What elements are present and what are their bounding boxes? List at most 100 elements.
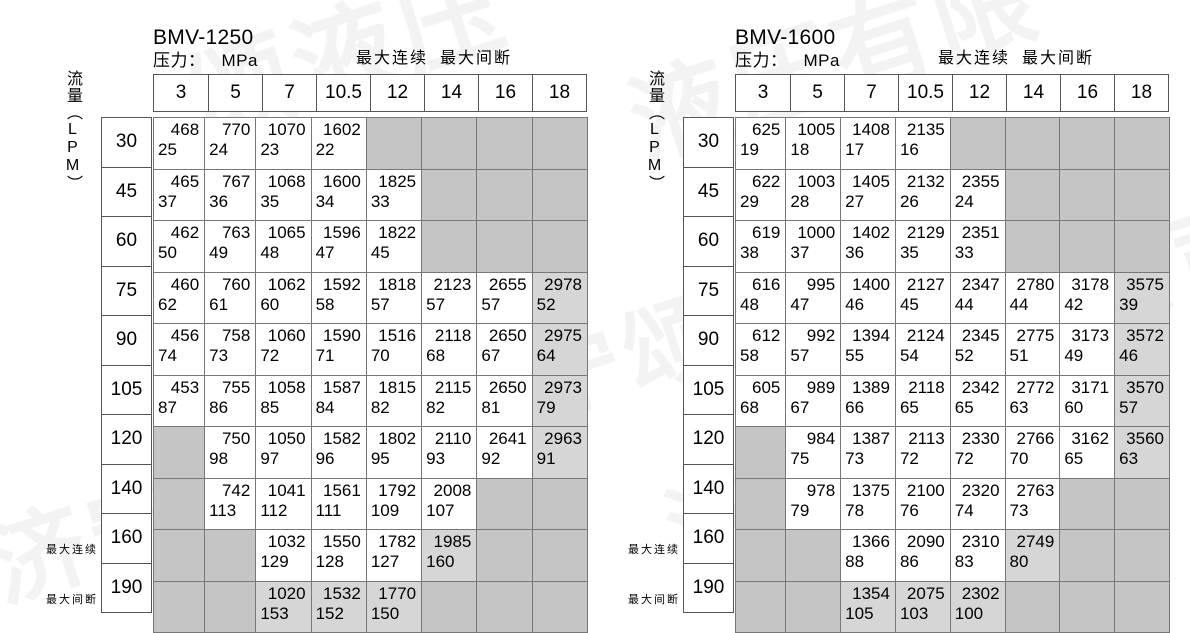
torque-value: 2100 [906,480,945,500]
torque-value: 3173 [1071,326,1110,345]
speed-value: 26 [899,191,919,211]
data-cell [734,426,787,479]
data-cell: 465 37 [152,168,206,221]
speed-value: 91 [536,449,556,468]
data-cell [421,580,478,633]
data-cell: 995 47 [785,271,842,324]
speed-value: 109 [370,500,400,520]
pressure-label-text: 压力： [153,50,206,70]
data-cell: 2655 57 [476,271,533,324]
flow-value-text: 90 [115,329,138,351]
torque-value: 989 [806,377,836,397]
speed-value: 68 [426,346,446,365]
pressure-column-header: 18 [532,74,587,112]
speed-value: 29 [740,191,759,211]
torque-value: 605 [751,377,781,397]
torque-value: 2302 [961,583,1000,603]
data-cell: 1062 60 [255,271,312,324]
data-cell [1004,117,1061,170]
spec-panel-bmv-1250: BMV-1250 压力： MPa 最大连续 最大间断 流量（LPM） 3 5 7 10.5 12 14… [28,0,589,633]
data-cell [421,117,478,170]
torque-value: 767 [221,171,251,191]
speed-value: 19 [740,140,759,159]
data-cell [152,580,206,633]
torque-value: 1822 [378,223,417,242]
torque-value: 755 [221,377,251,397]
torque-value: 2763 [1016,480,1055,500]
speed-value: 52 [536,294,556,314]
data-cell [531,220,589,273]
speed-value: 42 [1064,294,1084,314]
spec-panel-bmv-1600: BMV-1600 压力： MPa 最大连续 最大间断 流量（LPM） 3 5 7 10.5 12 14… [610,0,1170,633]
flow-row-header: 30 [101,117,152,168]
data-cell: 605 68 [734,374,787,427]
torque-value: 1550 [323,532,361,551]
speed-value: 96 [315,449,335,468]
torque-value: 2345 [961,326,1000,345]
torque-value: 465 [170,171,200,191]
speed-value: 57 [426,294,446,314]
data-cell: 760 61 [204,271,257,324]
table-row: 978 79 1375 78 2100 76 2320 74 2763 73 [734,477,1170,530]
torque-value: 1065 [267,223,306,242]
torque-value: 2347 [961,274,1000,294]
speed-value: 46 [1119,346,1139,365]
speed-value: 60 [1064,397,1084,417]
flow-value-text: 190 [110,576,143,598]
torque-value: 2355 [961,171,1000,191]
table-row: 1020 153 1532 152 1770 150 [152,580,589,633]
speed-value: 65 [954,397,974,417]
data-cell: 2310 83 [949,529,1006,582]
data-cell: 2113 72 [894,426,951,479]
pressure-header-table: 3 5 7 10.5 12 14 16 18 [153,74,587,112]
flow-value-text: 30 [115,131,138,153]
data-cell: 1596 47 [310,220,367,273]
data-cell: 1041 112 [255,477,312,530]
data-cell [476,580,533,633]
data-cell [1114,168,1170,221]
torque-value: 1394 [852,326,890,345]
torque-value: 1375 [852,480,890,500]
torque-value: 2780 [1016,274,1055,294]
torque-value: 750 [221,429,251,448]
data-cell [734,477,787,530]
flow-value-cell: 60 [101,216,152,267]
torque-value: 1792 [378,480,417,500]
data-cell: 1070 23 [255,117,312,170]
speed-value: 68 [740,397,759,417]
spec-sheet: BMV-1250 压力： MPa 最大连续 最大间断 流量（LPM） 3 5 7 10.5 12 14… [28,0,1170,633]
speed-value: 35 [260,191,280,211]
torque-value: 1005 [797,120,836,139]
torque-value: 1387 [852,429,890,448]
data-cell: 1387 73 [840,426,896,479]
data-cell [1059,168,1116,221]
torque-value: 1590 [323,326,361,345]
speed-value: 57 [790,346,810,365]
speed-value: 70 [1009,449,1029,468]
data-cell [204,580,257,633]
speed-value: 86 [899,552,919,571]
row-annotation: 最大间断 [46,593,98,606]
torque-value: 3570 [1126,377,1164,397]
torque-value: 1985 [433,532,472,551]
speed-value: 152 [315,603,344,623]
table-row: 616 48 995 47 1400 46 2127 45 2347 44 2780 44 3178 42… [734,271,1170,324]
speed-value: 103 [899,603,929,623]
data-cell: 763 49 [204,220,257,273]
torque-value: 1587 [323,377,361,397]
flow-value-cell: 120 [101,414,152,465]
speed-value: 38 [740,243,759,262]
flow-value-text: 120 [692,428,725,450]
data-cell: 1818 57 [365,271,423,324]
speed-value: 65 [1064,449,1084,468]
torque-value: 1405 [852,171,890,191]
speed-value: 127 [370,552,400,571]
speed-value: 86 [209,397,229,417]
flow-row-header: 45 [101,166,152,217]
data-cell: 2330 72 [949,426,1006,479]
legend-row: 最大连续 最大间断 [356,44,512,68]
data-cell [1114,220,1170,273]
data-cell: 1561 111 [310,477,367,530]
data-cell: 984 75 [785,426,842,479]
pressure-column-header: 16 [478,74,533,112]
